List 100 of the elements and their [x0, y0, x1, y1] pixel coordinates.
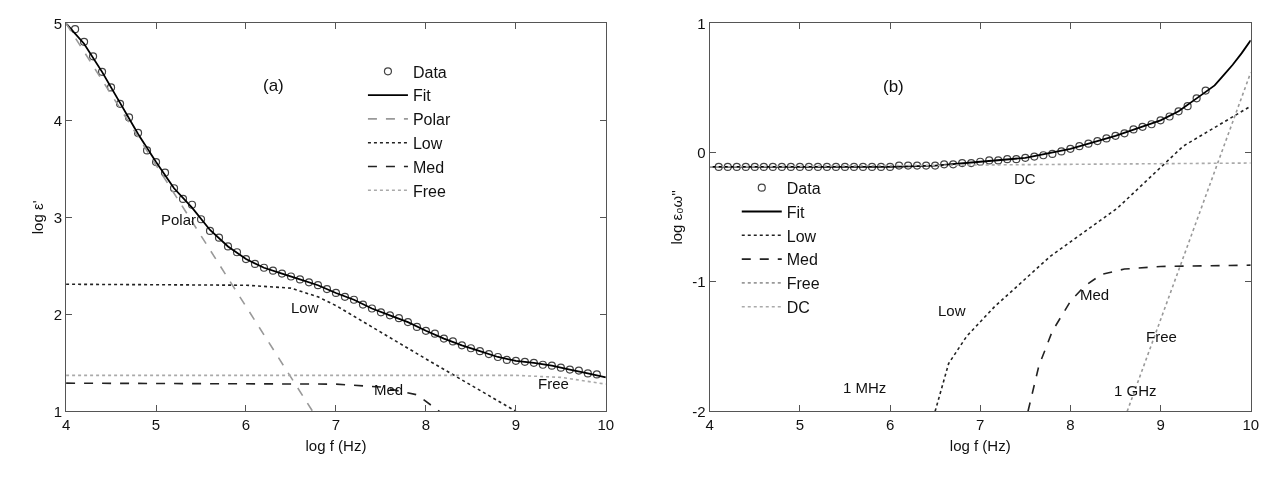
legend-label: Fit — [412, 87, 432, 105]
legend-label: Fit — [786, 203, 806, 221]
legend-label: Low — [786, 227, 817, 245]
x-tick-label: 5 — [795, 416, 805, 434]
point — [430, 329, 439, 338]
point — [466, 344, 475, 353]
point — [349, 295, 359, 304]
point — [786, 162, 795, 171]
point — [1057, 147, 1066, 156]
line-series — [66, 23, 606, 379]
y-tick-label: 1 — [53, 402, 62, 420]
annotation: 1 MHz — [843, 379, 887, 396]
annotation: Med — [374, 381, 404, 398]
point — [520, 357, 529, 366]
point — [1201, 86, 1210, 95]
point — [741, 162, 750, 171]
point — [529, 358, 538, 367]
annotation: Low — [291, 299, 319, 316]
point — [187, 200, 197, 209]
x-tick-label: 7 — [976, 416, 985, 434]
point — [750, 162, 759, 171]
point — [304, 278, 314, 287]
point — [124, 113, 134, 122]
point — [268, 266, 278, 275]
point — [723, 162, 732, 171]
point — [994, 156, 1003, 165]
point — [804, 162, 813, 171]
x-tick-label: 5 — [151, 416, 161, 434]
y-tick-label: 3 — [53, 208, 62, 226]
point — [1174, 107, 1183, 116]
y-tick-label: 2 — [53, 305, 62, 323]
point — [556, 363, 565, 372]
point — [565, 365, 574, 374]
y-tick-label: 4 — [53, 111, 62, 129]
point — [448, 337, 457, 346]
point — [894, 161, 904, 170]
point — [412, 322, 422, 332]
point — [940, 160, 949, 169]
point — [831, 162, 841, 171]
point — [493, 352, 502, 362]
legend-label: Data — [786, 179, 821, 197]
point — [178, 194, 188, 204]
point — [394, 314, 404, 323]
point — [840, 162, 850, 171]
point — [1102, 134, 1111, 143]
point — [976, 157, 985, 166]
point — [250, 259, 260, 268]
annotation: (a) — [263, 76, 284, 95]
point — [97, 67, 107, 76]
point — [223, 242, 233, 251]
point — [196, 215, 206, 224]
point — [457, 341, 466, 350]
point — [1192, 94, 1201, 103]
point — [547, 361, 556, 370]
x-tick-label: 7 — [331, 416, 341, 434]
point — [376, 308, 386, 317]
x-tick-label: 6 — [241, 416, 251, 434]
point — [106, 83, 116, 92]
point — [142, 146, 152, 155]
point — [214, 233, 224, 242]
point — [867, 162, 877, 171]
point — [795, 162, 804, 171]
x-axis-title: log f (Hz) — [949, 437, 1011, 455]
point — [241, 254, 251, 264]
point — [133, 128, 143, 138]
point — [538, 360, 547, 369]
annotation: Free — [1146, 328, 1177, 345]
x-tick-label: 8 — [421, 416, 431, 434]
point — [858, 162, 868, 171]
point — [1111, 131, 1120, 140]
point — [79, 37, 89, 46]
point — [1138, 122, 1147, 131]
point — [169, 184, 179, 193]
point — [768, 162, 777, 171]
point — [502, 355, 511, 364]
legend-label: DC — [786, 298, 810, 316]
annotation: 1 GHz — [1114, 382, 1157, 399]
point — [205, 226, 215, 236]
y-tick-label: 1 — [697, 14, 706, 32]
point — [967, 158, 976, 168]
annotation: Polar — [161, 211, 197, 228]
y-axis-title: log ε₀ω'' — [667, 189, 685, 245]
legend-label: Free — [412, 182, 446, 200]
point — [1120, 129, 1129, 138]
point — [358, 300, 368, 309]
x-tick-label: 6 — [885, 416, 895, 434]
point — [1030, 152, 1039, 161]
point — [1156, 116, 1165, 125]
annotation: DC — [1014, 170, 1036, 187]
y-tick-label: -1 — [692, 273, 706, 291]
annotation: Free — [538, 375, 569, 392]
x-axis-title: log f (Hz) — [305, 437, 367, 455]
point — [340, 292, 350, 301]
point — [777, 162, 786, 171]
point — [1165, 112, 1174, 121]
point — [151, 157, 161, 167]
legend-label: Med — [412, 158, 445, 176]
line-series — [66, 283, 517, 412]
point — [1039, 151, 1048, 160]
point — [88, 52, 98, 61]
